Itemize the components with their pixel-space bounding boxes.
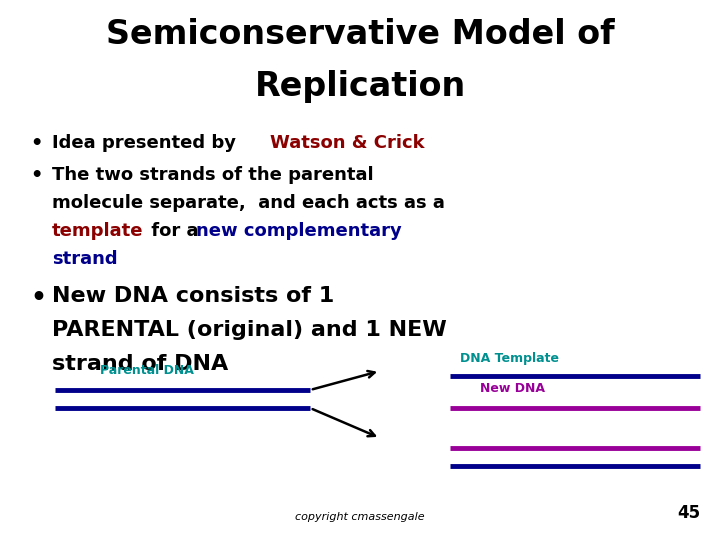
Text: New DNA: New DNA (480, 382, 545, 395)
Text: Replication: Replication (254, 70, 466, 103)
Text: •: • (30, 286, 46, 310)
Text: Watson & Crick: Watson & Crick (270, 134, 425, 152)
Text: DNA Template: DNA Template (460, 352, 559, 365)
Text: New DNA consists of 1: New DNA consists of 1 (52, 286, 334, 306)
Text: The two strands of the parental: The two strands of the parental (52, 166, 374, 184)
Text: Idea presented by: Idea presented by (52, 134, 242, 152)
Text: template: template (52, 222, 143, 240)
Text: copyright cmassengale: copyright cmassengale (295, 512, 425, 522)
Text: strand: strand (52, 250, 117, 268)
Text: Semiconservative Model of: Semiconservative Model of (106, 18, 614, 51)
Text: for a: for a (145, 222, 204, 240)
Text: Parental DNA: Parental DNA (100, 364, 194, 377)
Text: •: • (30, 166, 42, 185)
Text: 45: 45 (677, 504, 700, 522)
Text: new complementary: new complementary (196, 222, 402, 240)
Text: strand of DNA: strand of DNA (52, 354, 228, 374)
Text: •: • (30, 134, 42, 153)
Text: molecule separate,  and each acts as a: molecule separate, and each acts as a (52, 194, 445, 212)
Text: PARENTAL (original) and 1 NEW: PARENTAL (original) and 1 NEW (52, 320, 446, 340)
